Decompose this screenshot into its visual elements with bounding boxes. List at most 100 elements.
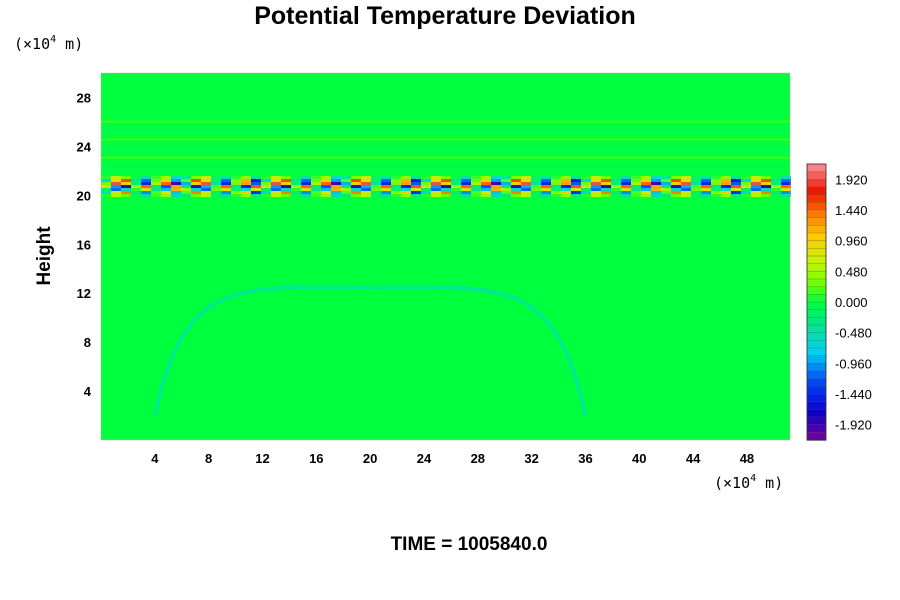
heatmap-band-cell — [641, 185, 651, 189]
heatmap-band-cell — [211, 188, 221, 192]
heatmap-band-cell — [151, 191, 161, 195]
colorbar-label: -1.440 — [835, 387, 872, 402]
heatmap-band-cell — [491, 176, 501, 180]
heatmap-band-cell — [161, 176, 171, 180]
heatmap-band-cell — [161, 185, 171, 189]
heatmap-band-cell — [501, 191, 511, 195]
heatmap-band-cell — [371, 194, 381, 198]
heatmap-band-cell — [401, 176, 411, 180]
colorbar-segment — [806, 240, 827, 249]
heatmap-band-cell — [761, 176, 771, 180]
heatmap-band-cell — [121, 179, 131, 183]
heatmap-band-cell — [211, 191, 221, 195]
heatmap-band-cell — [531, 185, 541, 189]
heatmap-band-cell — [701, 188, 711, 192]
colorbar-frame — [806, 163, 827, 441]
heatmap-band-cell — [511, 194, 521, 198]
heatmap-band-cell — [361, 194, 371, 198]
heatmap-band-cell — [271, 188, 281, 192]
heatmap-band-cell — [451, 194, 461, 198]
y-tick-label: 24 — [77, 139, 92, 154]
colorbar-segment — [806, 393, 827, 403]
heatmap-band-cell — [241, 191, 251, 195]
heatmap-band-cell — [491, 191, 501, 195]
heatmap-band-cell — [621, 176, 631, 180]
heatmap-band-cell — [381, 179, 391, 183]
heatmap-band-cell — [311, 182, 321, 186]
heatmap-band-cell — [281, 185, 291, 189]
heatmap-band-cell — [631, 176, 641, 180]
heatmap-band-cell — [411, 182, 421, 186]
heatmap-band-cell — [321, 182, 331, 186]
heatmap-band-cell — [271, 191, 281, 195]
heatmap-band-cell — [571, 179, 581, 183]
heatmap-band-cell — [541, 176, 551, 180]
heatmap-band-cell — [351, 176, 361, 180]
heatmap-band-cell — [501, 185, 511, 189]
heatmap-band-cell — [111, 188, 121, 192]
heatmap-band-cell — [421, 179, 431, 183]
colorbar-segment — [806, 347, 827, 357]
heatmap-band-cell — [611, 176, 621, 180]
heatmap-band-cell — [291, 182, 301, 186]
heatmap-band-cell — [771, 176, 781, 180]
heatmap-band-cell — [701, 194, 711, 198]
heatmap-band-cell — [711, 176, 721, 180]
heatmap-band-cell — [261, 188, 271, 192]
heatmap-band-cell — [511, 176, 521, 180]
heatmap-band-cell — [621, 188, 631, 192]
y-tick-label: 28 — [77, 90, 91, 105]
heatmap-band-cell — [371, 176, 381, 180]
heatmap-band-cell — [761, 188, 771, 192]
heatmap-band-cell — [661, 176, 671, 180]
heatmap-band-cell — [121, 185, 131, 189]
heatmap-band-cell — [481, 176, 491, 180]
heatmap-band-cell — [631, 194, 641, 198]
heatmap-band-cell — [231, 188, 241, 192]
heatmap-band-cell — [631, 182, 641, 186]
colorbar-segment — [806, 332, 827, 341]
heatmap-band-cell — [461, 179, 471, 183]
heatmap-band-cell — [161, 182, 171, 186]
y-unit-label: (×104 m) — [14, 34, 83, 53]
heatmap-band-cell — [301, 182, 311, 186]
heatmap-band-cell — [731, 182, 741, 186]
heatmap-band-cell — [331, 188, 341, 192]
heatmap-band-cell — [701, 191, 711, 195]
colorbar-segment — [806, 386, 827, 395]
heatmap-band-cell — [631, 191, 641, 195]
heatmap-band-cell — [731, 176, 741, 180]
heatmap-band-cell — [611, 182, 621, 186]
heatmap-band-cell — [621, 194, 631, 198]
colorbar-label: -0.960 — [835, 356, 872, 371]
colorbar-segment — [806, 163, 827, 173]
heatmap-band-cell — [471, 188, 481, 192]
heatmap-band-cell — [731, 179, 741, 183]
heatmap-band-cell — [271, 185, 281, 189]
heatmap-band-cell — [551, 182, 561, 186]
heatmap-band-cell — [111, 191, 121, 195]
heatmap-band-cell — [551, 191, 561, 195]
heatmap-band-cell — [111, 179, 121, 183]
colorbar-segment — [806, 416, 827, 426]
heatmap-band-cell — [331, 185, 341, 189]
heatmap-band-cell — [751, 194, 761, 198]
heatmap-band-cell — [561, 179, 571, 183]
colorbar-segment — [806, 370, 827, 380]
heatmap-band-cell — [691, 185, 701, 189]
heatmap-band-cell — [471, 176, 481, 180]
heatmap-band-cell — [341, 194, 351, 198]
heatmap-wave-ripple — [101, 165, 790, 168]
colorbar-segment — [806, 317, 827, 326]
heatmap-band-cell — [751, 185, 761, 189]
heatmap-wave-ripple — [101, 129, 790, 132]
y-tick-label: 8 — [84, 335, 91, 350]
heatmap-band-cell — [751, 182, 761, 186]
heatmap-band-cell — [611, 194, 621, 198]
heatmap-band-cell — [481, 182, 491, 186]
x-tick-labels: 4 8 12 16 20 24 28 32 36 40 44 48 — [151, 451, 754, 466]
heatmap-band-cell — [161, 179, 171, 183]
heatmap-band-cell — [721, 191, 731, 195]
colorbar-segment — [806, 324, 827, 334]
heatmap-band-cell — [281, 194, 291, 198]
